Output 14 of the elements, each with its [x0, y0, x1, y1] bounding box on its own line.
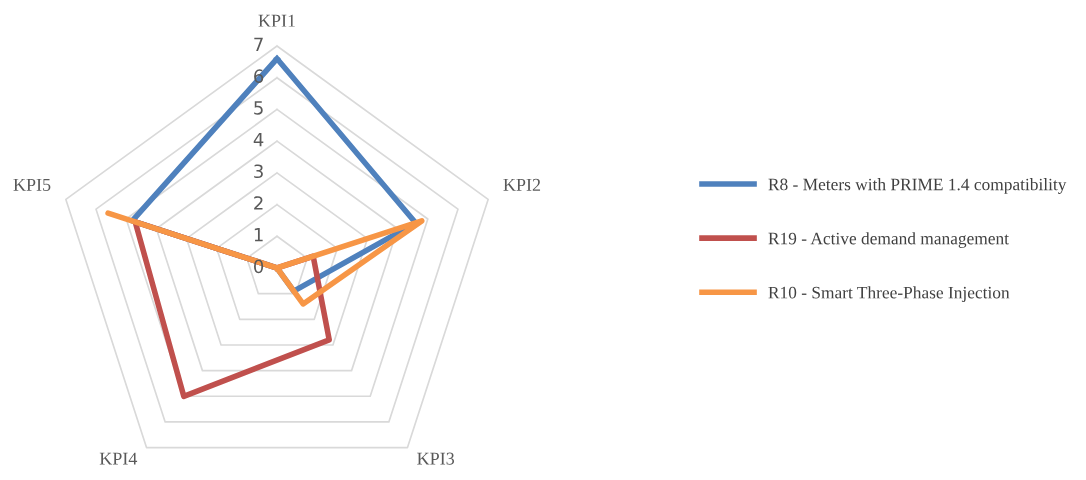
- spoke-label: KPI1: [258, 14, 295, 27]
- y-tick-label: 7: [254, 37, 263, 51]
- legend-label: R8 - Meters with PRIME 1.4 compatibility: [768, 178, 1067, 194]
- y-tick-label: 4: [253, 132, 264, 147]
- legend-label: R19 - Active demand management: [768, 232, 1009, 248]
- spoke-label: KPI3: [417, 452, 455, 465]
- y-tick-label: 5: [254, 101, 263, 115]
- y-tick-label: 1: [254, 228, 263, 242]
- spoke-label: KPI2: [503, 178, 541, 191]
- y-tick-label: 3: [254, 164, 263, 179]
- legend-label: R10 - Smart Three-Phase Injection: [768, 286, 1010, 303]
- y-tick-label: 2: [254, 196, 263, 210]
- spoke-label: KPI5: [13, 178, 51, 191]
- spoke-label: KPI4: [99, 452, 138, 465]
